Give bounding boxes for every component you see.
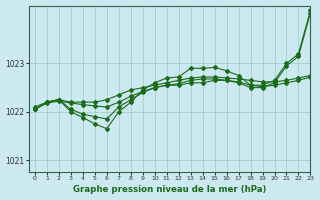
X-axis label: Graphe pression niveau de la mer (hPa): Graphe pression niveau de la mer (hPa) [73, 185, 266, 194]
